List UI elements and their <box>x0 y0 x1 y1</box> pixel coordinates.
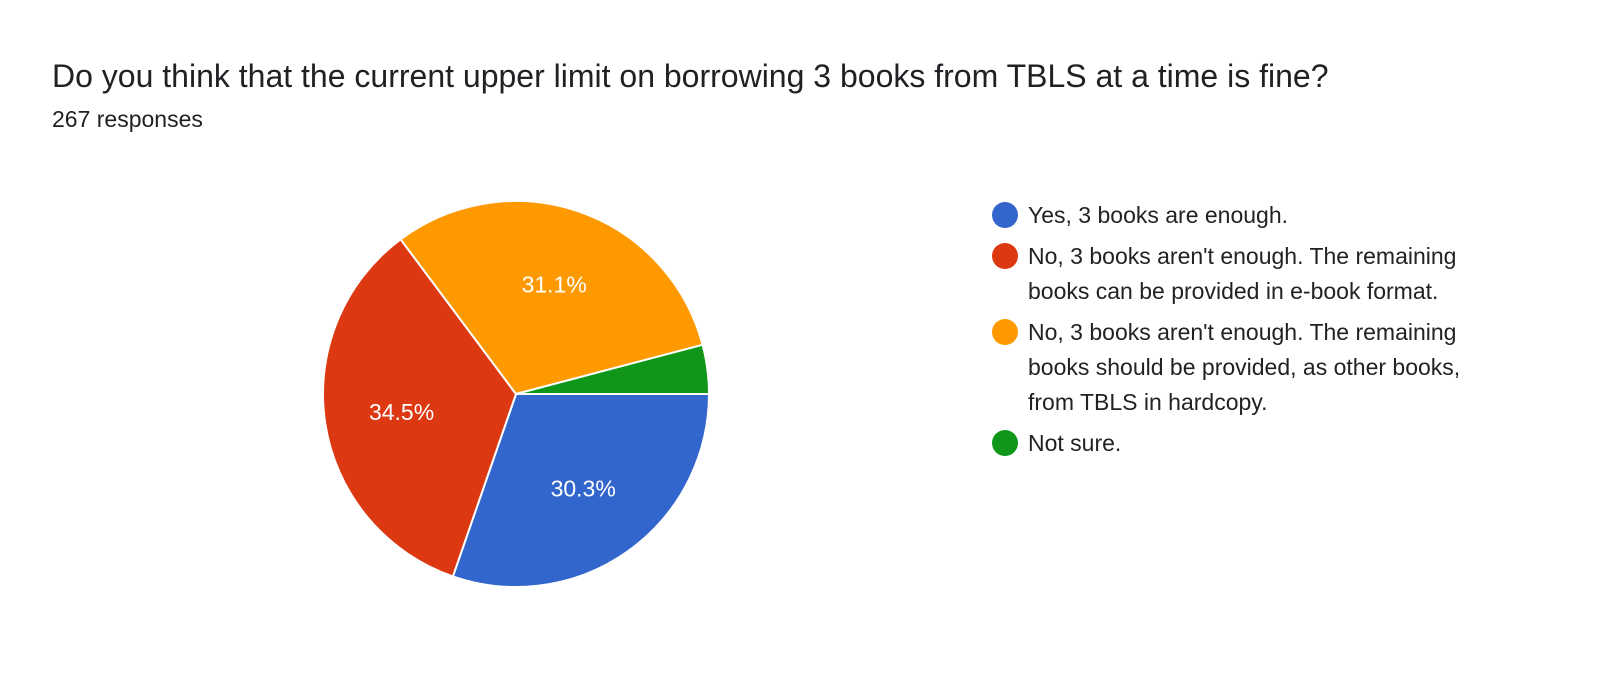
pie-slice-0[interactable] <box>451 393 711 588</box>
legend-label: Not sure. <box>1028 430 1122 456</box>
response-count: 267 responses <box>52 106 203 132</box>
legend-label: No, 3 books aren't enough. The remaining… <box>1028 243 1457 304</box>
slice-label-0: 30.3% <box>551 475 616 501</box>
legend-item[interactable]: No, 3 books aren't enough. The remaining… <box>992 239 1472 309</box>
legend-swatch-icon <box>992 243 1018 269</box>
legend-label: No, 3 books aren't enough. The remaining… <box>1028 319 1461 415</box>
slice-label-1: 34.5% <box>369 399 434 425</box>
legend-item[interactable]: Not sure. <box>992 426 1472 461</box>
legend-item[interactable]: No, 3 books aren't enough. The remaining… <box>992 315 1472 420</box>
legend-label: Yes, 3 books are enough. <box>1028 202 1289 228</box>
legend-swatch-icon <box>992 430 1018 456</box>
legend-swatch-icon <box>992 319 1018 345</box>
pie-slice-2[interactable] <box>399 200 704 396</box>
legend-item[interactable]: Yes, 3 books are enough. <box>992 198 1472 233</box>
pie-slice-1[interactable] <box>322 237 518 578</box>
legend: Yes, 3 books are enough. No, 3 books aren… <box>992 198 1472 467</box>
chart-title: Do you think that the current upper limi… <box>52 58 1329 94</box>
slice-label-2: 31.1% <box>522 272 587 298</box>
pie-slice-3[interactable] <box>515 343 711 395</box>
legend-swatch-icon <box>992 202 1018 228</box>
pie-chart: 30.3% 34.5% 31.1% <box>322 200 711 588</box>
